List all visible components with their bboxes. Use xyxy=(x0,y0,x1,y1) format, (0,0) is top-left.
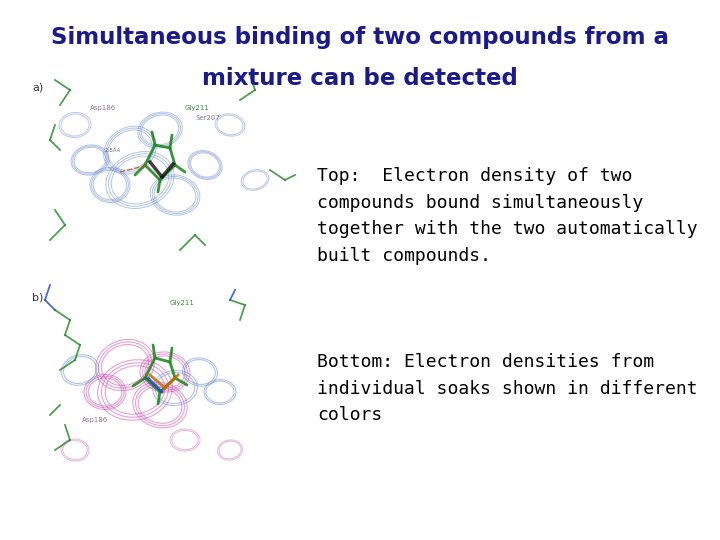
Text: 2.8ÅA: 2.8ÅA xyxy=(105,148,121,153)
Text: Gly211: Gly211 xyxy=(185,105,210,111)
Text: Asp186: Asp186 xyxy=(82,417,108,423)
FancyBboxPatch shape xyxy=(30,80,290,275)
Text: b): b) xyxy=(32,293,43,303)
Text: a): a) xyxy=(32,83,43,93)
Text: Top:  Electron density of two
compounds bound simultaneously
together with the t: Top: Electron density of two compounds b… xyxy=(317,167,698,265)
Text: Gly211: Gly211 xyxy=(170,300,195,306)
FancyBboxPatch shape xyxy=(30,290,290,490)
Text: Asp186: Asp186 xyxy=(90,105,116,111)
Text: Bottom: Electron densities from
individual soaks shown in different
colors: Bottom: Electron densities from individu… xyxy=(317,353,698,424)
Text: Ser207: Ser207 xyxy=(195,115,220,121)
Text: Simultaneous binding of two compounds from a: Simultaneous binding of two compounds fr… xyxy=(51,26,669,49)
Text: mixture can be detected: mixture can be detected xyxy=(202,67,518,90)
